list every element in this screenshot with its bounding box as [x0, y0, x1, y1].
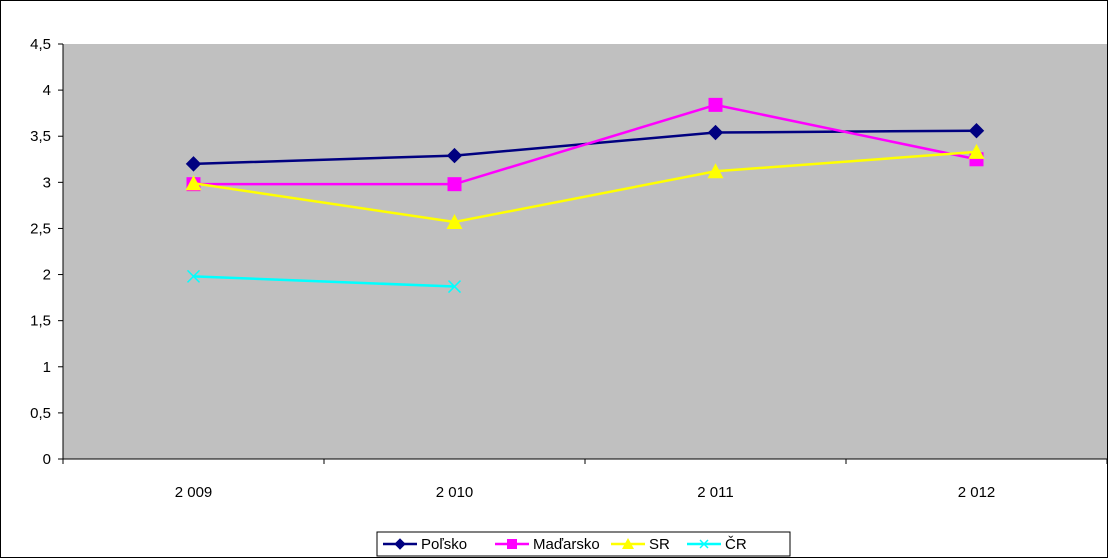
legend-item: Poľsko: [383, 536, 467, 553]
axes: 0 0,5 1 1,5 2 2,5 3 3,5 4 4,5 2 009 2 010 2 011 2 012: [30, 36, 1108, 501]
legend-item: ČR: [687, 536, 747, 553]
data-point-marker: [446, 213, 463, 229]
x-tick-label: 2 012: [958, 484, 996, 501]
x-tick-label: 2 011: [697, 484, 733, 501]
data-point-marker: [699, 539, 709, 549]
legend-label: ČR: [725, 536, 747, 553]
y-tick-label: 3,5: [30, 128, 51, 145]
data-point-marker: [185, 156, 202, 172]
y-tick-label: 2: [43, 267, 51, 284]
legend-label: SR: [649, 536, 670, 553]
data-point-marker: [707, 163, 724, 179]
series-line: [193, 150, 977, 224]
y-tick-label: 3: [43, 174, 51, 191]
y-tick-label: 4: [43, 82, 51, 99]
series-layer: [185, 97, 985, 294]
x-tick-label: 2 009: [175, 484, 213, 501]
data-point-marker: [708, 97, 723, 112]
y-tick-label: 1: [43, 359, 51, 376]
plot-area: [63, 44, 1107, 459]
y-tick-label: 2,5: [30, 220, 51, 237]
legend-label: Maďarsko: [533, 536, 600, 553]
data-point-marker: [185, 175, 202, 191]
data-point-marker: [186, 269, 201, 283]
legend: Poľsko Maďarsko SR ČR: [376, 531, 791, 557]
data-point-marker: [446, 147, 463, 164]
x-tick-label: 2 010: [436, 484, 474, 501]
data-point-marker: [968, 143, 985, 159]
data-point-marker: [622, 538, 634, 549]
data-point-marker: [447, 280, 462, 294]
data-point-marker: [968, 122, 985, 139]
series-line: [193, 275, 455, 288]
legend-label: Poľsko: [421, 536, 467, 553]
plot-background: [63, 44, 1107, 459]
y-tick-label: 0: [43, 451, 51, 468]
legend-item: SR: [611, 536, 670, 553]
data-point-marker: [707, 124, 724, 141]
data-point-marker: [507, 539, 517, 549]
series-ČR: [186, 269, 462, 294]
y-tick-label: 0,5: [30, 405, 51, 422]
data-point-marker: [447, 177, 462, 192]
y-tick-label: 4,5: [30, 36, 51, 53]
legend-box: [376, 531, 791, 557]
y-tick-label: 1,5: [30, 313, 51, 330]
series-SR: [185, 143, 985, 229]
legend-item: Maďarsko: [495, 536, 600, 553]
data-point-marker: [394, 538, 406, 550]
series-line: [193, 103, 977, 186]
